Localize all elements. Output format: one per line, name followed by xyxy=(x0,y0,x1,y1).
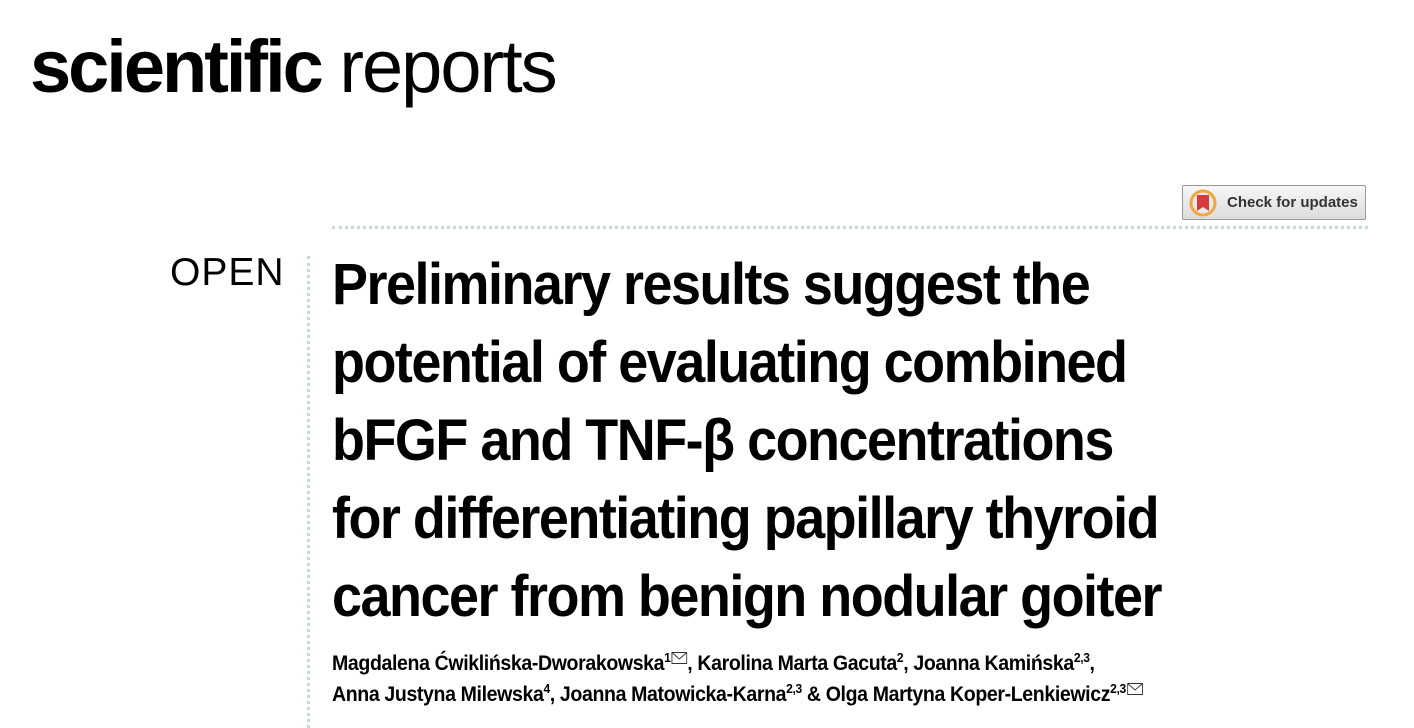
author-name[interactable]: Joanna Matowicka-Karna xyxy=(559,683,787,706)
email-icon[interactable] xyxy=(671,652,688,664)
affiliation: 4 xyxy=(543,681,550,696)
separator: , xyxy=(903,652,914,675)
author-name[interactable]: Karolina Marta Gacuta xyxy=(697,652,897,675)
brand-light: reports xyxy=(339,25,557,108)
author-line: Anna Justyna Milewska4, Joanna Matowicka… xyxy=(332,679,1143,710)
access-label: OPEN xyxy=(170,251,285,294)
brand-bold: scientific xyxy=(30,25,324,108)
divider xyxy=(307,256,310,728)
affiliation: 2,3 xyxy=(1110,681,1126,696)
author-list: Magdalena Ćwiklińska-Dworakowska1, Karol… xyxy=(332,648,1204,710)
affiliation: 2 xyxy=(896,650,904,665)
author-name[interactable]: Anna Justyna Milewska xyxy=(332,683,544,706)
author-name[interactable]: Olga Martyna Koper-Lenkiewicz xyxy=(825,683,1111,706)
email-icon[interactable] xyxy=(1126,683,1143,695)
separator: , xyxy=(687,652,698,675)
title-line: Preliminary results suggest the xyxy=(332,252,1091,317)
separator: , xyxy=(1089,652,1095,675)
affiliation: 1 xyxy=(664,650,671,665)
article-title: Preliminary results suggest the potential… xyxy=(332,246,1223,636)
title-line: bFGF and TNF-β concentrations xyxy=(332,408,1114,473)
check-updates-badge[interactable]: Check for updates xyxy=(1182,185,1366,220)
affiliation: 2,3 xyxy=(786,681,802,696)
author-line: Magdalena Ćwiklińska-Dworakowska1, Karol… xyxy=(332,648,1143,679)
separator: , xyxy=(549,683,560,706)
separator: & xyxy=(801,683,826,706)
affiliation: 2,3 xyxy=(1073,650,1090,665)
journal-brand[interactable]: scientific reports xyxy=(30,24,558,109)
divider xyxy=(332,226,1368,229)
badge-text: Check for updates xyxy=(1227,194,1358,211)
title-line: potential of evaluating combined xyxy=(332,330,1128,395)
author-name[interactable]: Joanna Kamińska xyxy=(913,652,1074,675)
badge-icon xyxy=(1189,189,1217,216)
title-line: for differentiating papillary thyroid xyxy=(332,486,1160,551)
title-line: cancer from benign nodular goiter xyxy=(332,564,1163,629)
author-name[interactable]: Magdalena Ćwiklińska-Dworakowska xyxy=(332,652,665,675)
